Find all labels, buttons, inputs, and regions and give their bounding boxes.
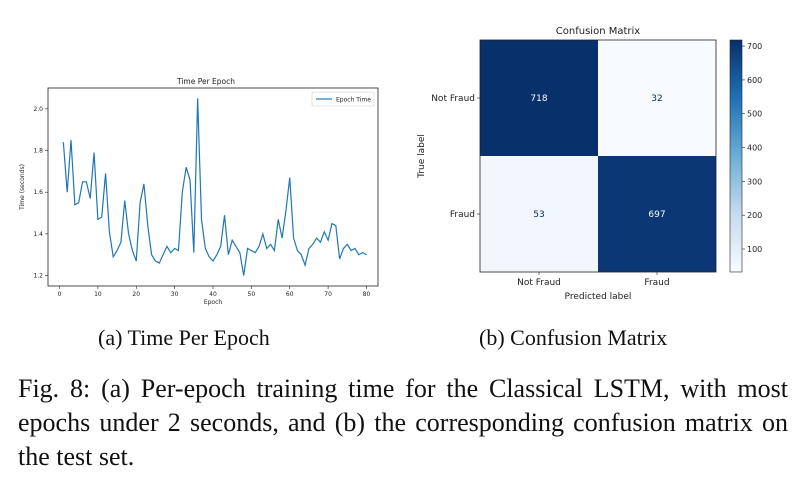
x-tick-label: 0 [58, 291, 62, 298]
confusion-matrix-y-label: True label [417, 134, 427, 179]
colorbar-tick-label: 100 [747, 245, 762, 254]
confusion-matrix-chart: Confusion Matrix 718 32 53 697 Not Fraud Fra… [417, 26, 762, 302]
x-category-label: Not Fraud [517, 278, 561, 288]
legend-label-epoch-time: Epoch Time [336, 97, 371, 104]
line-chart-y-ticks: 1.2 1.4 1.6 1.8 2.0 [33, 106, 48, 280]
x-tick-label: 10 [94, 291, 102, 298]
line-chart-title: Time Per Epoch [176, 77, 235, 86]
confusion-matrix-x-label: Predicted label [565, 292, 632, 302]
line-chart-y-label: Time (seconds) [19, 164, 26, 211]
subcaption-b: (b) Confusion Matrix [479, 325, 668, 350]
colorbar-ticks: 100 200 300 400 500 600 700 [742, 42, 762, 254]
line-chart-plot-area [47, 87, 379, 287]
confusion-matrix-axis-labels: Not Fraud Fraud Not Fraud Fraud [431, 94, 669, 288]
confusion-matrix-cells: 718 32 53 697 [480, 40, 716, 272]
y-category-label: Not Fraud [431, 94, 475, 104]
colorbar-tick-label: 300 [747, 177, 762, 186]
matrix-cell-value: 32 [651, 94, 662, 104]
line-chart-x-label: Epoch [204, 299, 223, 306]
confusion-matrix-title: Confusion Matrix [556, 26, 640, 37]
line-chart-legend: Epoch Time [311, 91, 375, 107]
epoch-time-points [63, 98, 367, 276]
y-tick-label: 1.4 [33, 231, 43, 238]
confusion-matrix-frame [479, 39, 717, 273]
colorbar-tick-label: 500 [747, 110, 762, 119]
line-chart: Time Per Epoch 0 10 20 30 40 50 60 70 80 1.21.41… [19, 77, 379, 306]
x-tick-label: 70 [324, 291, 332, 298]
subcaption-a: (a) Time Per Epoch [98, 325, 270, 350]
legend-box [311, 91, 375, 107]
y-tick-label: 1.6 [33, 189, 43, 196]
matrix-cell-value: 697 [648, 210, 665, 220]
x-tick-label: 60 [286, 291, 294, 298]
y-tick-label: 1.8 [33, 148, 43, 155]
colorbar-tick-label: 400 [747, 144, 762, 153]
x-category-label: Fraud [644, 278, 669, 288]
y-tick-label: 1.2 [33, 273, 43, 280]
matrix-cell [598, 40, 716, 156]
y-category-label: Fraud [450, 210, 475, 220]
matrix-cell [598, 156, 716, 272]
matrix-cell [480, 156, 598, 272]
x-tick-label: 30 [171, 291, 179, 298]
matrix-cell-value: 53 [533, 210, 544, 220]
x-tick-label: 80 [363, 291, 371, 298]
x-tick-label: 40 [209, 291, 217, 298]
colorbar-tick-label: 600 [747, 76, 762, 85]
epoch-time-line [62, 98, 367, 276]
matrix-cell-value: 718 [530, 94, 547, 104]
matrix-cell [480, 40, 598, 156]
colorbar [729, 39, 743, 273]
figure-caption: Fig. 8: (a) Per-epoch training time for … [18, 374, 788, 471]
line-chart-x-ticks: 0 10 20 30 40 50 60 70 80 [58, 286, 371, 298]
x-tick-label: 20 [132, 291, 140, 298]
colorbar-tick-label: 200 [747, 211, 762, 220]
y-tick-label: 2.0 [33, 106, 43, 113]
x-tick-label: 50 [248, 291, 256, 298]
colorbar-tick-label: 700 [747, 42, 762, 51]
